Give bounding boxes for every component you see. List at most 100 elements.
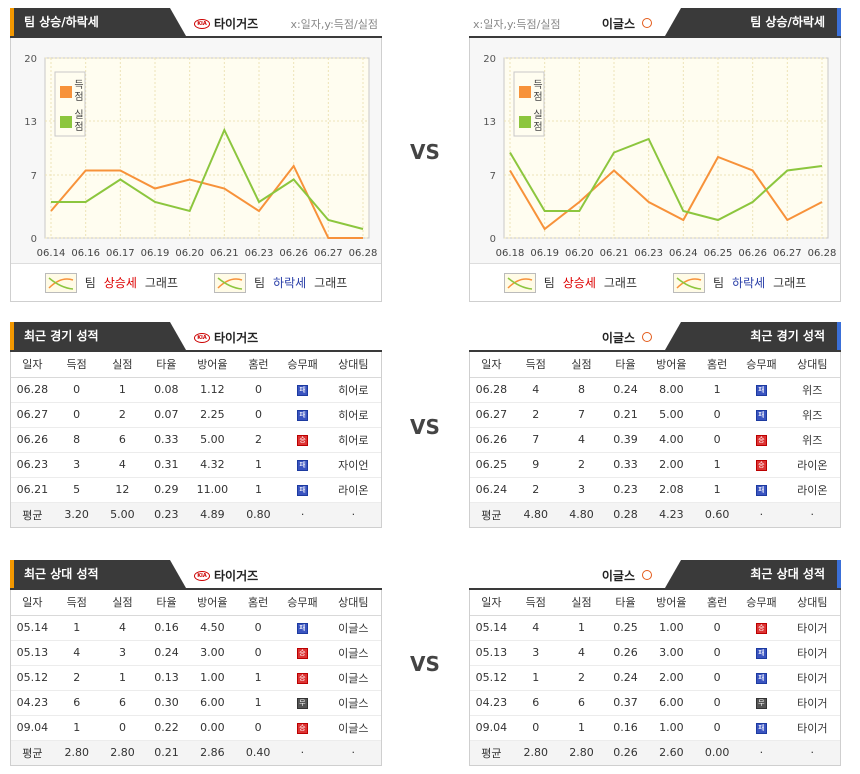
table-cell: 1.00	[646, 715, 697, 741]
average-cell: 2.80	[558, 740, 605, 765]
series-line-scored	[50, 164, 363, 239]
table-cell: 0.22	[145, 715, 188, 741]
table-cell: 0	[237, 377, 280, 403]
table-cell: 5	[53, 477, 100, 503]
column-header: 승무패	[738, 352, 785, 378]
table-row: 06.21 5 12 0.29 11.00 1 패 라이온	[11, 477, 381, 503]
table-cell: 2	[237, 427, 280, 453]
average-cell: ·	[784, 740, 840, 765]
result-cell: 패	[279, 615, 326, 641]
legend-up[interactable]: 팀 상승세 그래프	[44, 272, 178, 293]
table-cell: 0.23	[604, 477, 647, 503]
tigers-logo-icon: KIA	[194, 570, 210, 581]
legend-down[interactable]: 팀 하락세 그래프	[214, 272, 347, 293]
team-left-label: 타이거즈	[214, 17, 259, 31]
table-cell: 1	[99, 377, 146, 403]
series-line-scored	[509, 155, 823, 231]
table-cell: 이글스	[325, 665, 381, 691]
average-cell: 0.26	[604, 740, 647, 765]
column-header: 타율	[604, 352, 647, 378]
table-cell: 4	[53, 640, 100, 666]
result-badge: 무	[755, 697, 767, 709]
table-cell: 2	[512, 477, 559, 503]
x-tick-label: 06.25	[704, 248, 733, 259]
x-tick-label: 06.27	[314, 248, 343, 259]
result-badge: 패	[297, 484, 309, 496]
legend-swatch	[60, 116, 72, 128]
table-cell: 1	[53, 615, 100, 641]
table-cell: 타이거	[784, 640, 840, 666]
table-cell: 4	[558, 427, 605, 453]
average-cell: 0.28	[604, 502, 647, 527]
y-tick-label: 7	[490, 171, 496, 182]
trend-graph-icon	[673, 272, 705, 293]
x-tick-label: 06.16	[71, 248, 100, 259]
average-cell: ·	[325, 502, 381, 527]
plot-area	[503, 57, 829, 239]
column-header: 상대팀	[784, 590, 840, 616]
table-cell: 7	[558, 402, 605, 428]
table-cell: 4	[512, 377, 559, 403]
trend-chart-svg: 0 7 13 20 06.18 06.19 06.20 06.21 06.23 06.24 06.2…	[483, 54, 836, 259]
trend-graph-icon	[44, 272, 77, 293]
table-cell: 6	[99, 427, 146, 453]
table-cell: 0.16	[604, 715, 647, 741]
y-tick-label: 7	[31, 171, 37, 182]
axis-note: x:일자,y:득점/실점	[473, 18, 561, 31]
average-cell: 4.80	[512, 502, 559, 527]
result-cell: 승	[279, 640, 326, 666]
team-right-label: 이글스	[601, 17, 635, 31]
table-cell: 이글스	[325, 690, 381, 716]
legend-down[interactable]: 팀 하락세 그래프	[673, 272, 806, 293]
x-tick-label: 06.18	[496, 248, 525, 259]
column-header: 방어율	[646, 590, 697, 616]
tigers-logo-icon: KIA	[194, 332, 210, 343]
result-cell: 승	[738, 615, 785, 641]
table-cell: 2.25	[187, 402, 238, 428]
table-cell: 0	[53, 402, 100, 428]
column-header: 일자	[470, 352, 513, 378]
table-cell: 6.00	[187, 690, 238, 716]
series-line-allowed	[51, 127, 364, 230]
eagles-logo-icon	[639, 569, 657, 582]
table-cell: 05.13	[470, 640, 513, 666]
table-cell: 1	[237, 452, 280, 478]
result-cell: 승	[738, 427, 785, 453]
y-tick-label: 20	[24, 54, 37, 65]
result-badge: 승	[755, 459, 767, 471]
legend-label: 득	[74, 79, 83, 91]
table-cell: 0.39	[604, 427, 647, 453]
series-line-allowed	[509, 137, 823, 222]
column-header: 승무패	[279, 590, 326, 616]
panel-header: x:일자,y:득점/실점 이글스 팀 상승/하락세	[469, 8, 841, 38]
average-cell: ·	[738, 740, 785, 765]
table-cell: 2.00	[646, 452, 697, 478]
table-cell: 3	[99, 640, 146, 666]
table-cell: 0.25	[604, 615, 647, 641]
recent-games-table: 일자 득점 실점 타율 방어율 홈런 승무패 상대팀 06.28 4 8 0.24 8.00 1 패 위즈 06…	[470, 352, 840, 527]
legend-label: 실	[533, 109, 542, 121]
table-cell: 0.33	[145, 427, 188, 453]
table-cell: 히어로	[325, 427, 381, 453]
result-badge: 승	[296, 647, 308, 659]
legend-up[interactable]: 팀 상승세 그래프	[503, 272, 637, 293]
table-cell: 0	[237, 615, 280, 641]
table-row: 06.27 0 2 0.07 2.25 0 패 히어로	[11, 402, 381, 428]
result-badge: 승	[755, 622, 767, 634]
table-cell: 1	[558, 715, 605, 741]
x-tick-label: 06.26	[279, 248, 308, 259]
table-cell: 4.00	[646, 427, 697, 453]
panel-title: 최근 상대 성적	[10, 560, 186, 588]
h2h-table: 일자 득점 실점 타율 방어율 홈런 승무패 상대팀 05.14 1 4 0.16 4.50 0 패 이글스 0…	[11, 590, 381, 765]
column-header: 득점	[53, 590, 100, 616]
recent-games-table: 일자 득점 실점 타율 방어율 홈런 승무패 상대팀 06.28 0 1 0.08 1.12 0 패 히어로 0…	[11, 352, 381, 527]
legend-swatch	[60, 86, 72, 98]
column-header: 승무패	[738, 590, 785, 616]
result-badge: 패	[297, 409, 309, 421]
result-cell: 패	[738, 377, 785, 403]
x-tick-label: 06.19	[141, 248, 170, 259]
eagles-logo-icon	[639, 17, 657, 30]
column-header: 홈런	[696, 590, 739, 616]
x-tick-label: 06.14	[37, 248, 66, 259]
